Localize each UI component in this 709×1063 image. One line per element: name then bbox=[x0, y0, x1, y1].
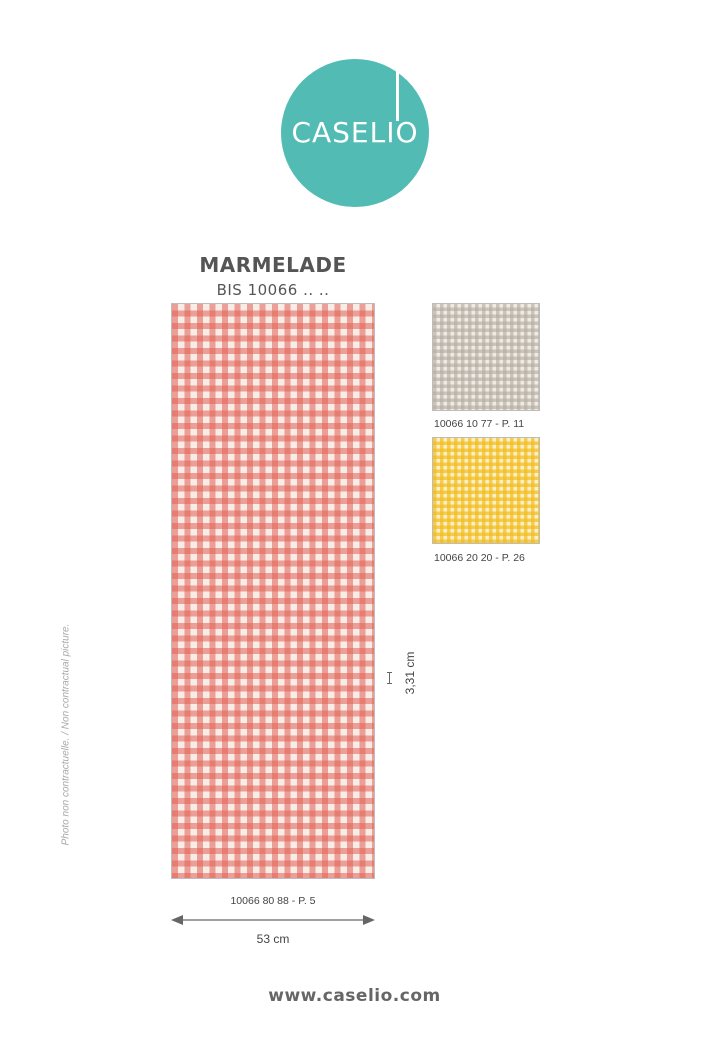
main-swatch-ref: 10066 80 88 - P. 5 bbox=[230, 895, 316, 907]
variant-swatch-beige-ref: 10066 10 77 - P. 11 bbox=[434, 418, 525, 430]
disclaimer-note: Photo non contractuelle. / Non contractu… bbox=[60, 623, 72, 846]
main-swatch-image bbox=[171, 303, 375, 879]
variant-swatch-yellow bbox=[432, 437, 540, 544]
website-link[interactable]: www.caselio.com bbox=[268, 986, 441, 1006]
width-arrow-icon bbox=[171, 915, 375, 925]
brand-logo-accent bbox=[396, 71, 399, 121]
repeat-marker-icon bbox=[387, 672, 392, 684]
variant-swatch-yellow-ref: 10066 20 20 - P. 26 bbox=[434, 552, 525, 564]
repeat-dimension: 3,31 cm bbox=[403, 651, 417, 695]
variant-swatch-beige bbox=[432, 303, 540, 411]
collection-title: MARMELADE bbox=[199, 253, 347, 277]
brand-logo: CASELIO bbox=[281, 59, 429, 207]
width-dimension: 53 cm bbox=[256, 932, 290, 946]
brand-logo-text: CASELIO bbox=[291, 116, 419, 149]
collection-subtitle: BIS 10066 .. .. bbox=[216, 281, 330, 299]
